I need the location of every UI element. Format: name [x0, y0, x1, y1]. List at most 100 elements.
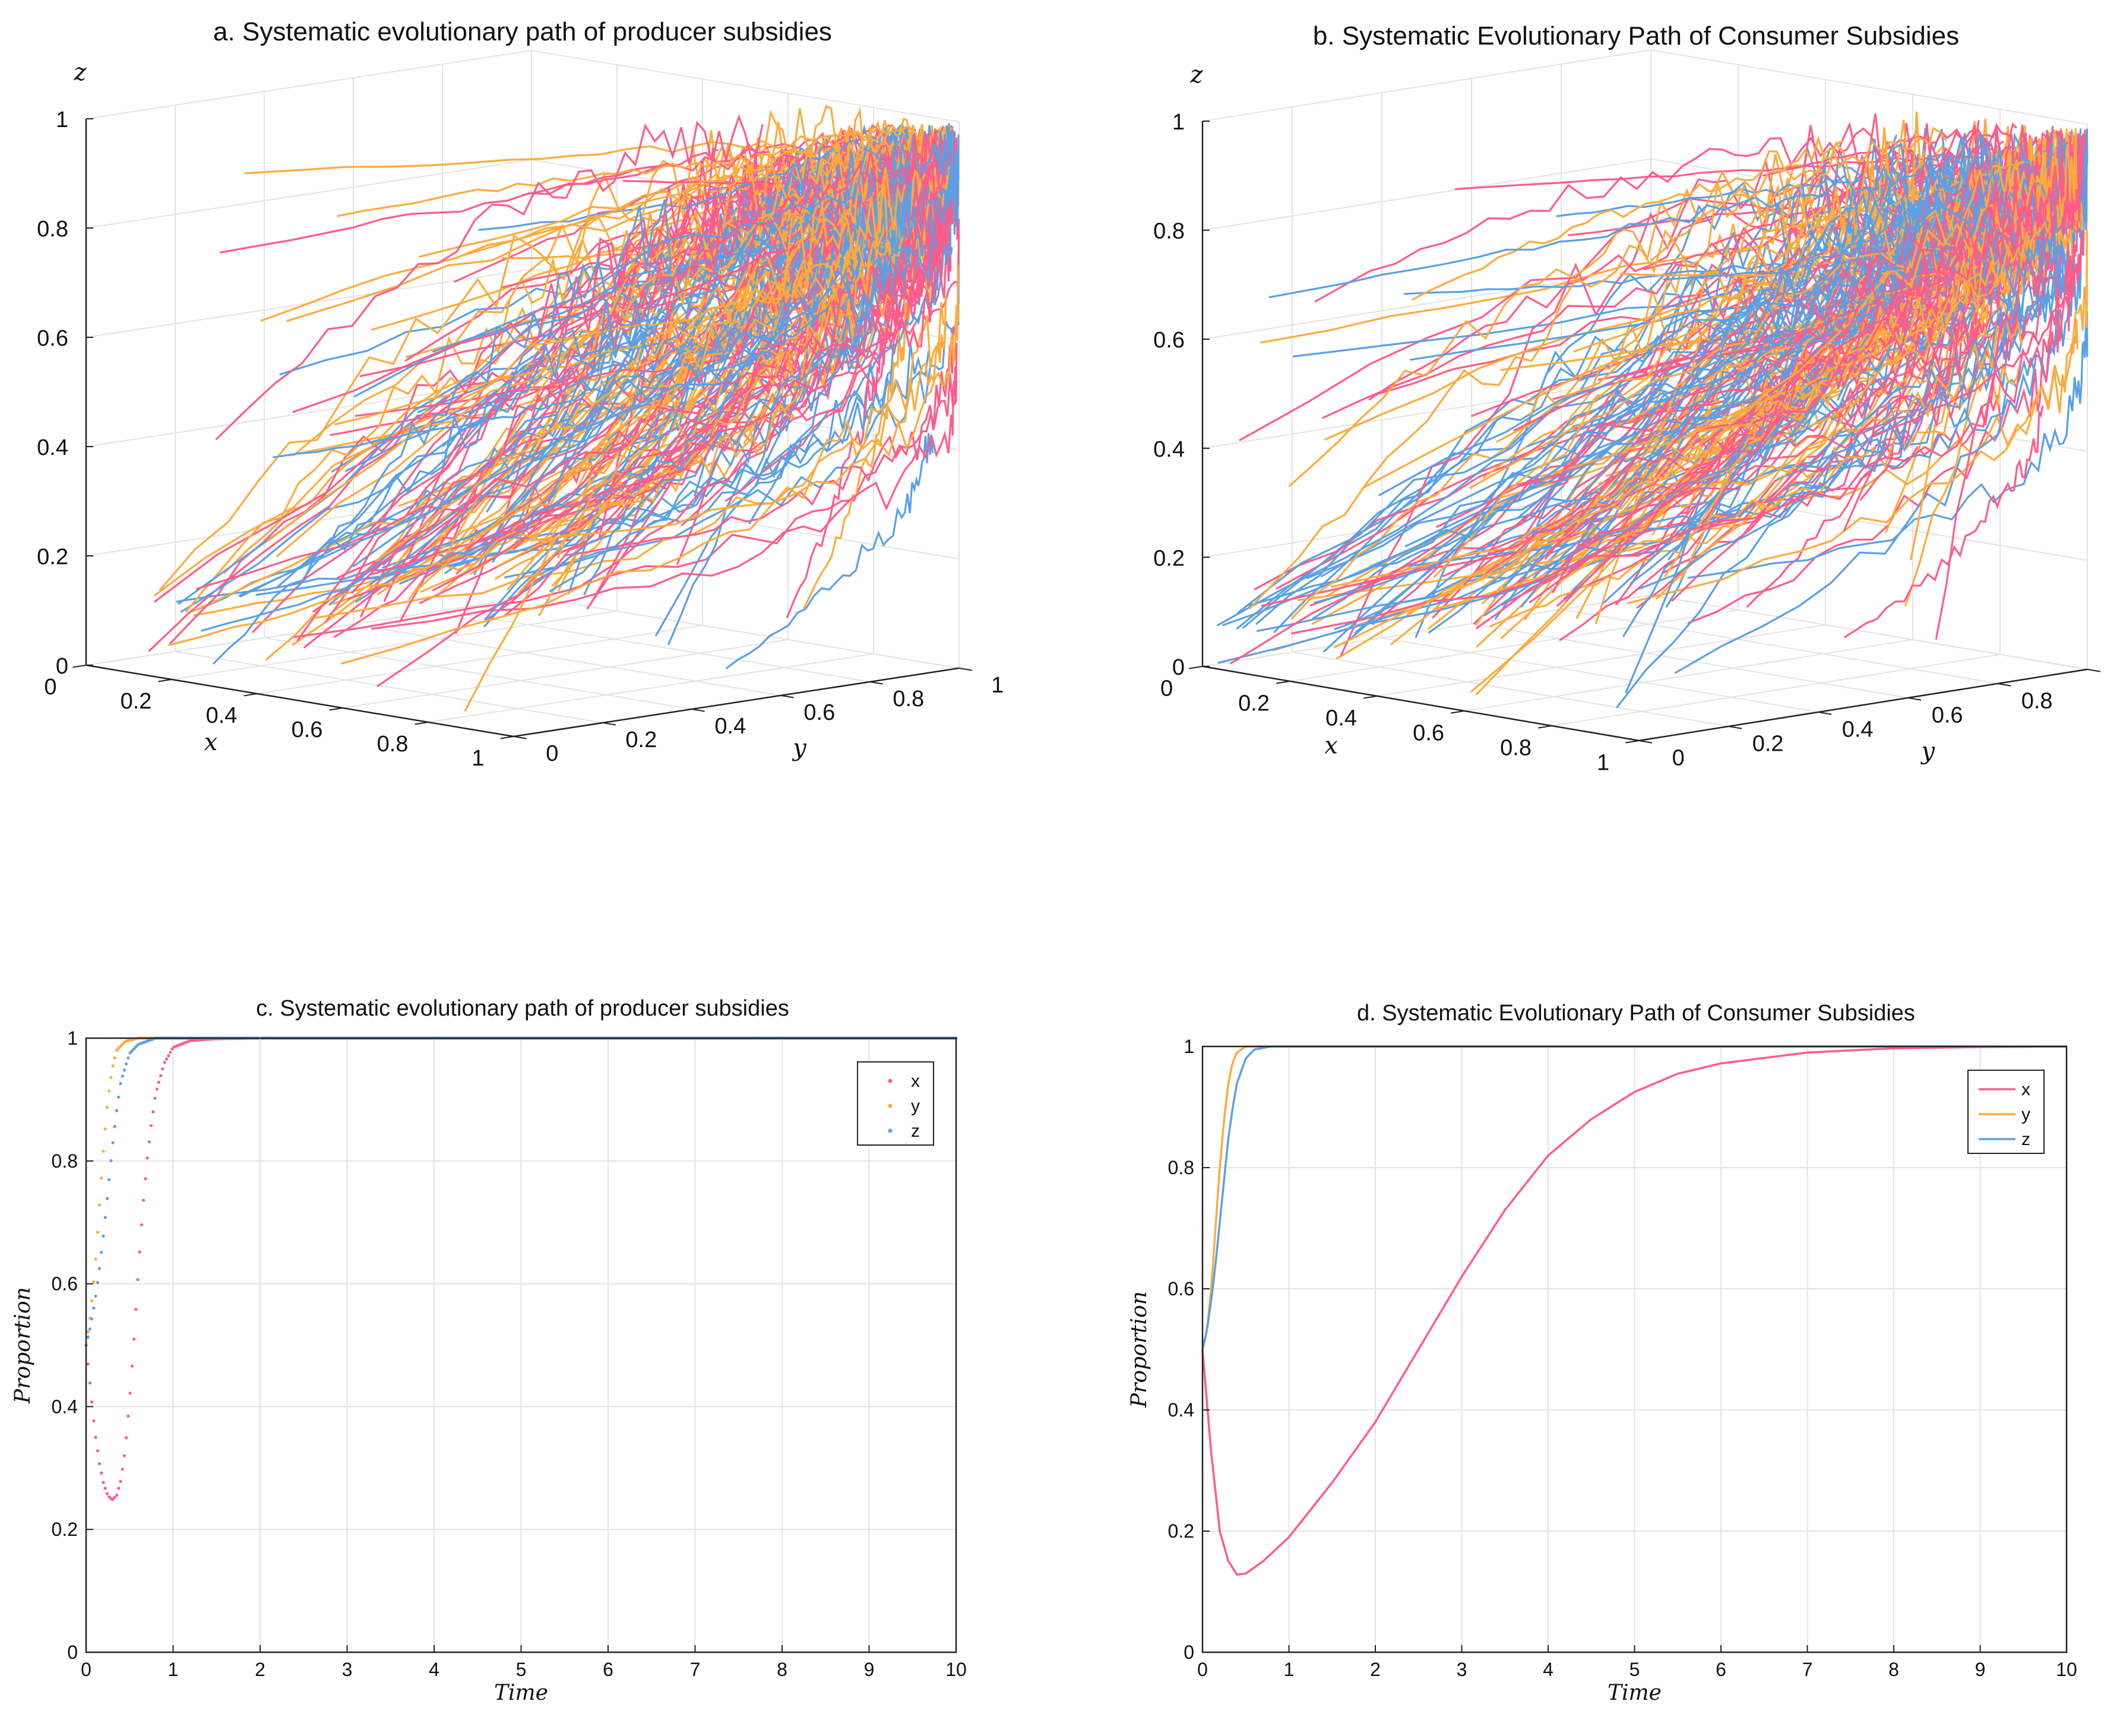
wall-grid-line — [86, 596, 532, 666]
x-tick-mark — [1363, 695, 1378, 699]
legend-marker-y — [888, 1103, 893, 1108]
legend-symbols — [1979, 1088, 2015, 1140]
trajectory-line — [375, 167, 906, 562]
y-tick-label: 0.2 — [625, 728, 657, 752]
trajectory-line — [154, 158, 860, 596]
z-tick-label: 0 — [56, 654, 68, 679]
x-tick-label: 10 — [2056, 1659, 2077, 1680]
data-point-z — [102, 1234, 105, 1238]
x-tick-label: 0.2 — [1238, 691, 1270, 716]
data-point-x — [126, 1414, 130, 1418]
data-point-z — [130, 1049, 134, 1053]
y-tick-mark — [1728, 726, 1742, 729]
data-point-z — [117, 1095, 121, 1099]
trajectory-line — [1844, 405, 2044, 638]
panel-d-legend: x y z — [1967, 1070, 2045, 1154]
x-tick-label: 0.6 — [1413, 721, 1444, 746]
panel-b-3d-plot: b. Systematic Evolutionary Path of Consu… — [1153, 21, 2101, 776]
trajectory-line — [803, 289, 910, 609]
trajectory-line — [1675, 229, 2083, 674]
data-point-y — [90, 1299, 94, 1302]
y-tick-label: 0 — [546, 741, 558, 766]
data-point-x — [140, 1223, 144, 1226]
trajectory-line — [549, 306, 875, 592]
y-axis-line — [1638, 668, 2088, 742]
y-tick-mark — [780, 695, 794, 698]
x-tick-mark — [414, 722, 429, 725]
y-tick-label: 1 — [1184, 1036, 1194, 1057]
data-point-z — [98, 1267, 102, 1270]
trajectory-line — [1627, 229, 2088, 605]
panel-c-legend: x y z — [857, 1061, 934, 1146]
trajectory-line — [337, 144, 842, 217]
floor-grid-line — [1464, 639, 1913, 712]
data-point-x — [155, 1087, 159, 1091]
data-point-x — [170, 1047, 174, 1051]
x-tick-label: 0.2 — [121, 689, 152, 714]
y-tick-mark — [1638, 740, 1653, 744]
trajectory-line — [351, 183, 765, 594]
data-point-y — [119, 1044, 122, 1048]
data-point-z — [126, 1056, 130, 1060]
data-point-x — [161, 1067, 164, 1071]
trajectory-line — [1687, 312, 2089, 579]
data-point-x — [157, 1080, 161, 1084]
x-tick-label: 3 — [1457, 1659, 1467, 1680]
x-tick-label: 3 — [342, 1659, 353, 1680]
trajectory-line — [196, 226, 916, 590]
data-point-z — [119, 1082, 122, 1086]
panel-a-yticks: 0 0.2 0.4 0.6 0.8 1 — [546, 673, 1004, 766]
trajectory-line — [1514, 135, 1897, 566]
x-axis-label: x — [204, 729, 218, 756]
trajectory-line — [1353, 308, 1963, 586]
legend-symbols — [888, 1079, 893, 1133]
z-tick-label: 1 — [56, 107, 68, 132]
x-tick-mark — [243, 693, 258, 697]
y-tick-label: 0.4 — [1842, 717, 1874, 742]
trajectory-line — [1568, 173, 2062, 573]
data-point-y — [96, 1231, 99, 1234]
data-point-y — [113, 1056, 116, 1060]
wall-grid-line — [86, 50, 532, 119]
panel-a-axes — [72, 118, 972, 739]
x-tick-label: 9 — [864, 1659, 875, 1680]
y-tick-label: 0.8 — [2021, 688, 2053, 713]
trajectory-line — [1378, 137, 2073, 497]
trajectory-line — [1230, 146, 2059, 665]
y-tick-label: 0.8 — [893, 687, 924, 712]
panel-b-trajectories — [1217, 111, 2089, 709]
floor-grid-line — [257, 625, 703, 694]
data-point-z — [107, 1178, 111, 1181]
panel-c-grid — [86, 1038, 957, 1653]
trajectory-line — [159, 121, 786, 590]
series-x-line — [1201, 1045, 2067, 1576]
data-point-x — [125, 1436, 128, 1440]
x-tick-label: 0 — [1197, 1659, 1208, 1680]
x-tick-label: 1 — [1284, 1659, 1295, 1680]
floor-grid-line — [1561, 609, 1998, 684]
data-point-x — [119, 1479, 122, 1484]
data-point-x — [145, 1156, 149, 1160]
x-tick-label: 4 — [1543, 1659, 1553, 1680]
y-tick-mark — [869, 681, 883, 685]
panel-b-axes — [1189, 121, 2101, 744]
panel-a-zticks: 0 0.2 0.4 0.6 0.8 1 — [37, 107, 68, 679]
trajectory-line — [550, 105, 874, 434]
z-tick-label: 0.6 — [37, 326, 68, 351]
trajectory-line — [296, 199, 672, 589]
panel-c-frame — [85, 1037, 957, 1653]
trajectory-line — [244, 125, 922, 175]
trajectory-line — [598, 148, 783, 539]
trajectory-line — [1354, 165, 1954, 634]
y-tick-label: 0.6 — [1932, 703, 1963, 728]
x-tick-label: 4 — [429, 1659, 439, 1680]
z-tick-label: 0.2 — [37, 545, 68, 570]
wall-grid-line — [1202, 158, 1651, 231]
y-tick-label: 0.2 — [1752, 731, 1784, 756]
z-tick-label: 0.6 — [1153, 328, 1185, 353]
panel-c-yticks: 0 0.2 0.4 0.6 0.8 1 — [52, 1027, 78, 1663]
trajectory-line — [748, 175, 913, 524]
wall-grid-line — [1650, 485, 2088, 561]
y-tick-mark — [1907, 697, 1922, 701]
y-tick-label: 0.2 — [52, 1519, 78, 1540]
